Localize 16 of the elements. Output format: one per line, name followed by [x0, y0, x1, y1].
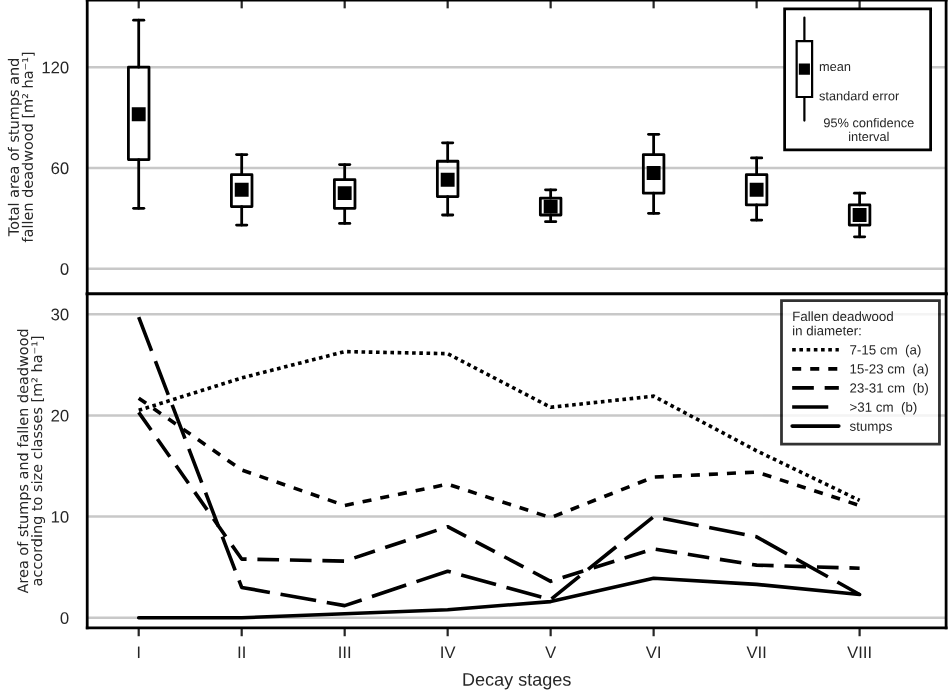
y-tick-label: 20 [51, 409, 69, 422]
x-tick-label: IV [441, 646, 456, 659]
y-tick-label: 0 [60, 612, 69, 624]
y-tick-label: 60 [51, 162, 69, 175]
y-tick-label: 10 [51, 510, 69, 523]
x-tick-label: V [545, 646, 557, 659]
y-tick-label: 120 [42, 61, 69, 74]
x-tick-label: II [238, 646, 245, 659]
x-tick-label: VIII [847, 646, 871, 659]
x-tick-label: VII [746, 646, 766, 659]
x-tick-label: I [137, 646, 140, 659]
y-tick-label: 30 [51, 308, 69, 321]
y-tick-label: 0 [60, 263, 69, 275]
x-tick-label: VI [645, 646, 660, 659]
x-axis-title: Decay stages [463, 673, 571, 690]
x-tick-label: III [339, 646, 351, 659]
